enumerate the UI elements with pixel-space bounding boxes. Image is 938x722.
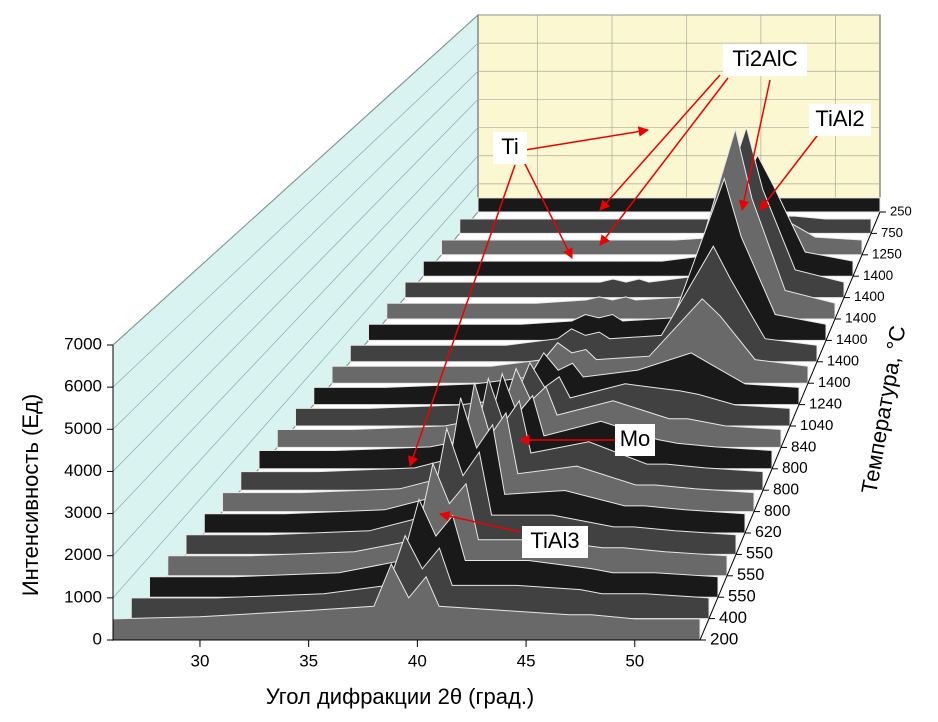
- z-tick-label: 1040: [800, 417, 833, 434]
- annotation-box: [723, 44, 807, 76]
- x-axis-label: Угол дифракции 2θ (град.): [266, 684, 535, 709]
- annotation: TiAl3: [530, 528, 579, 553]
- grid-line: [112, 99, 479, 472]
- y-tick-label: 1000: [64, 587, 102, 606]
- y-axis-label: Интенсивность (Ед): [18, 394, 43, 596]
- x-tick-label: 45: [517, 651, 536, 670]
- spectrum-area: [149, 497, 719, 598]
- grid-line: [112, 127, 479, 514]
- z-tick-label: 1400: [854, 289, 885, 304]
- annotation: Ti2AlC: [732, 46, 797, 71]
- z-tick-label: 840: [791, 438, 816, 455]
- annotation-box: [809, 104, 871, 136]
- y-tick-label: 0: [93, 629, 102, 648]
- x-tick-label: 50: [625, 651, 644, 670]
- spectrum-area: [477, 197, 881, 213]
- spectrum-area: [112, 562, 701, 641]
- z-tick-label: 550: [728, 587, 756, 606]
- z-tick-label: 800: [782, 460, 808, 477]
- z-tick-label: 550: [746, 545, 773, 563]
- arrow: [759, 131, 821, 211]
- arrow: [599, 74, 721, 211]
- annotation: TiAl2: [815, 106, 864, 131]
- z-tick-label: 550: [737, 566, 764, 584]
- z-axis-label: Температура, °C: [856, 324, 910, 496]
- y-tick-label: 6000: [64, 377, 102, 396]
- grid-line: [112, 14, 479, 346]
- annotation: Ti: [501, 134, 519, 159]
- x-tick-label: 30: [191, 651, 210, 670]
- y-tick-label: 2000: [64, 545, 102, 564]
- z-tick-label: 1400: [845, 310, 876, 326]
- y-tick-label: 3000: [64, 503, 102, 522]
- grid-line: [112, 42, 479, 388]
- annotation-box: [615, 424, 655, 456]
- grid-line: [112, 71, 479, 430]
- z-tick-label: 750: [881, 225, 903, 240]
- annotation: Mo: [620, 426, 651, 451]
- z-tick-label: 1400: [863, 268, 894, 283]
- z-tick-label: 1250: [872, 246, 902, 261]
- plot: [112, 125, 881, 641]
- arrow: [738, 79, 771, 212]
- annotation-box: [493, 132, 527, 164]
- y-tick-label: 5000: [64, 419, 102, 438]
- grid-line: [112, 155, 479, 556]
- z-tick-label: 620: [755, 524, 782, 541]
- z-tick-label: 200: [710, 629, 738, 648]
- arrow: [521, 157, 573, 259]
- axes: 0 1000 2000 3000 4000 5000 6000 7000 30 35 40 45 50 2…: [64, 203, 912, 670]
- spectrum-area: [459, 215, 872, 234]
- annotations: Ti Ti2AlC TiAl2 Mo TiAl3: [408, 44, 871, 558]
- arrow: [438, 510, 521, 533]
- arrow: [524, 126, 650, 151]
- annotation-box: [522, 526, 588, 558]
- z-tick-label: 400: [719, 608, 747, 627]
- z-tick-label: 800: [773, 481, 799, 498]
- z-tick-label: 1240: [809, 397, 842, 413]
- arrow: [408, 164, 516, 467]
- y-tick-label: 4000: [64, 461, 102, 480]
- arrow: [599, 77, 729, 246]
- z-tick-label: 1400: [836, 332, 868, 348]
- z-tick-label: 1400: [818, 375, 850, 391]
- z-tick-label: 1400: [827, 354, 859, 370]
- grid-line: [112, 183, 479, 599]
- x-tick-label: 40: [408, 651, 427, 670]
- z-tick-label: 250: [890, 203, 912, 218]
- y-tick-label: 7000: [64, 334, 102, 353]
- z-tick-label: 800: [764, 503, 791, 520]
- spectrum-area: [130, 534, 710, 620]
- x-tick-label: 35: [299, 651, 318, 670]
